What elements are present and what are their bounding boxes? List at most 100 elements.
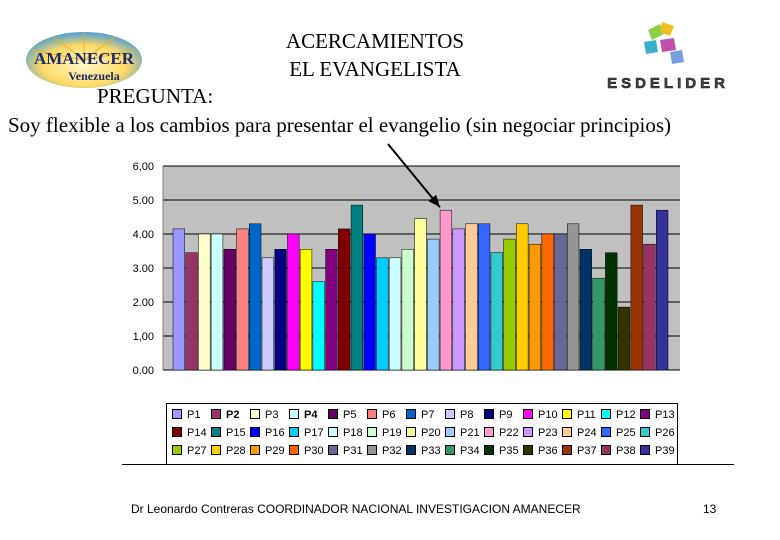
bar-p11 <box>299 249 313 371</box>
logo-right-text: ESDELIDER <box>607 75 729 92</box>
bar-p12 <box>312 281 325 371</box>
legend-item-p33: P33 <box>406 443 441 459</box>
bar-p17 <box>376 257 389 371</box>
legend-swatch <box>406 445 416 456</box>
bars <box>172 204 669 371</box>
legend-item-p35: P35 <box>484 443 519 459</box>
legend-item-p9: P9 <box>484 407 512 423</box>
bar-p25 <box>477 223 491 371</box>
bar-p37 <box>630 204 643 371</box>
legend-swatch <box>328 409 338 420</box>
legend-item-p13: P13 <box>640 407 675 423</box>
legend-item-p36: P36 <box>523 443 558 459</box>
legend-swatch <box>250 409 260 420</box>
y-tick-label: 4.00 <box>133 229 154 241</box>
bar-p9 <box>274 249 287 371</box>
y-tick-label: 1,00 <box>133 331 154 343</box>
question-text: Soy flexible a los cambios para presenta… <box>8 113 672 137</box>
legend-label: P2 <box>226 409 240 421</box>
page-number: 13 <box>703 502 717 516</box>
logo-left-line2: Venezuela <box>68 69 120 83</box>
legend-item-p31: P31 <box>328 443 363 459</box>
legend-label: P39 <box>655 445 675 457</box>
legend-swatch <box>367 445 377 456</box>
slide-title-line2: EL EVANGELISTA <box>289 57 461 81</box>
legend-label: P36 <box>538 445 558 457</box>
y-tick-label: 0.00 <box>133 365 154 377</box>
legend-swatch <box>211 445 221 456</box>
legend-swatch <box>406 427 416 438</box>
y-tick-label: 6,00 <box>133 161 154 173</box>
legend-swatch <box>562 445 572 456</box>
legend-item-p4: P4 <box>289 407 317 423</box>
legend-label: P29 <box>265 445 285 457</box>
legend-label: P21 <box>460 427 480 439</box>
legend-swatch <box>445 445 455 456</box>
legend-swatch <box>172 409 182 420</box>
legend-label: P23 <box>538 427 558 439</box>
legend-label: P38 <box>616 445 636 457</box>
bar-p29 <box>528 243 542 371</box>
legend-swatch <box>211 409 221 420</box>
pregunta-label: PREGUNTA: <box>97 84 214 108</box>
legend-label: P8 <box>460 409 474 421</box>
bar-p2 <box>185 252 198 371</box>
y-tick-label: 2.00 <box>133 297 154 309</box>
bar-p19 <box>401 249 414 371</box>
legend-item-p28: P28 <box>211 443 246 459</box>
legend-item-p8: P8 <box>445 407 473 423</box>
bar-p16 <box>363 233 376 371</box>
legend-item-p18: P18 <box>328 425 363 441</box>
legend-swatch <box>523 409 533 420</box>
legend-item-p17: P17 <box>289 425 324 441</box>
legend-swatch <box>523 445 533 456</box>
legend-label: P37 <box>577 445 597 457</box>
bar-p33 <box>579 249 592 371</box>
legend-item-p26: P26 <box>640 425 675 441</box>
bar-p7 <box>249 223 262 371</box>
amanecer-logo: AMANECER Venezuela <box>26 32 142 88</box>
legend-item-p21: P21 <box>445 425 480 441</box>
legend-label: P35 <box>499 445 519 457</box>
legend-swatch <box>211 427 221 438</box>
legend-label: P24 <box>577 427 597 439</box>
y-tick-label: 5.00 <box>133 195 154 207</box>
legend-item-p37: P37 <box>562 443 597 459</box>
arrow-annotation <box>387 143 441 208</box>
legend-item-p14: P14 <box>172 425 207 441</box>
legend-swatch <box>484 445 494 456</box>
legend-item-p27: P27 <box>172 443 207 459</box>
legend-item-p24: P24 <box>562 425 597 441</box>
legend-label: P33 <box>421 445 441 457</box>
bar-p6 <box>236 228 249 371</box>
bar-p39 <box>656 209 669 371</box>
bar-p22 <box>439 209 453 371</box>
legend-swatch <box>445 409 455 420</box>
legend-label: P1 <box>187 409 201 421</box>
bar-p31 <box>554 233 567 371</box>
legend-swatch <box>328 427 338 438</box>
legend-swatch <box>601 427 611 438</box>
bar-p36 <box>617 306 631 371</box>
legend-swatch <box>250 427 260 438</box>
legend-label: P14 <box>187 427 207 439</box>
bar-p15 <box>350 204 364 371</box>
slide-title-line1: ACERCAMIENTOS <box>285 29 465 53</box>
legend-label: P13 <box>655 409 675 421</box>
legend-swatch <box>406 409 416 420</box>
bar-p38 <box>643 243 656 371</box>
legend-label: P28 <box>226 445 246 457</box>
legend-item-p12: P12 <box>601 407 636 423</box>
bar-p20 <box>414 218 427 371</box>
logo-left-line1: AMANECER <box>34 49 135 68</box>
footer-divider <box>122 464 734 465</box>
legend-label: P16 <box>265 427 285 439</box>
bar-p18 <box>388 257 402 371</box>
legend-swatch <box>640 409 650 420</box>
legend-swatch <box>289 427 299 438</box>
legend-label: P31 <box>343 445 363 457</box>
bar-p10 <box>287 233 300 371</box>
arrow-head <box>428 194 440 208</box>
legend-swatch <box>367 409 377 420</box>
legend-swatch <box>562 427 572 438</box>
